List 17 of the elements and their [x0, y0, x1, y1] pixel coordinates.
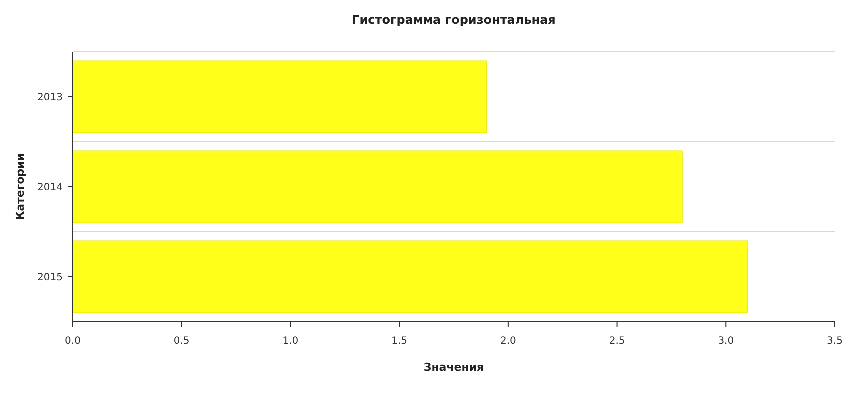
x-tick-label: 2.5 — [609, 336, 626, 347]
y-tick-label: 2015 — [38, 272, 63, 284]
x-tick-label: 1.5 — [392, 336, 408, 347]
y-axis-title: Категории — [14, 154, 27, 220]
x-tick-label: 3.0 — [718, 336, 734, 347]
chart-title: Гистограмма горизонтальная — [352, 13, 556, 27]
x-tick-label: 0.0 — [65, 336, 81, 347]
x-tick-label: 2.0 — [500, 336, 516, 347]
x-tick-label: 0.5 — [174, 336, 190, 347]
x-tick-label: 3.5 — [827, 336, 843, 347]
bar — [72, 240, 748, 314]
x-axis-title: Значения — [424, 361, 484, 374]
bar — [72, 150, 683, 224]
y-tick-label: 2014 — [38, 182, 63, 194]
x-tick-label: 1.0 — [282, 336, 299, 347]
y-tick-label: 2013 — [38, 92, 63, 104]
bar — [72, 60, 487, 134]
